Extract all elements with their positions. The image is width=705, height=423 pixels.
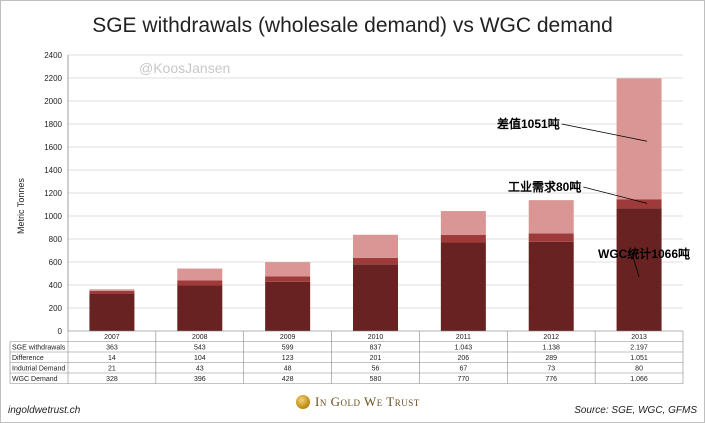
bar-segment [440,234,486,243]
bar-segment [353,264,398,331]
table-cell: 206 [458,355,470,362]
table-cell: 80 [635,366,643,373]
table-cell: 73 [547,366,555,373]
bar-segment [265,262,311,277]
footer-source: Source: SGE, WGC, GFMS [574,405,697,416]
table-cell: 201 [370,355,382,362]
y-tick-label: 2400 [44,51,62,60]
table-cell: 770 [458,376,470,383]
x-tick-label: 2010 [368,334,384,341]
y-tick-label: 1000 [44,212,62,221]
chart-title: SGE withdrawals (wholesale demand) vs WG… [92,14,613,37]
table-cell: 104 [194,355,206,362]
table-row-label: WGC Demand [12,376,58,383]
table-cell: 837 [370,345,382,352]
y-tick-label: 1400 [44,166,62,175]
y-tick-label: 0 [58,327,63,336]
footer-website: ingoldwetrust.ch [8,405,81,416]
table-cell: 1.066 [630,376,648,383]
table-cell: 2.197 [630,345,648,352]
bar-segment [177,285,223,331]
bar-segment [89,289,135,291]
table-cell: 580 [370,376,382,383]
table-cell: 1.138 [542,345,560,352]
bar-segment [616,78,662,200]
annotation-label: WGC统计1066吨 [598,246,690,261]
table-cell: 543 [194,345,206,352]
y-tick-label: 2000 [44,97,62,106]
bar-segment [89,293,135,331]
table-cell: 21 [108,366,116,373]
bar-segment [265,276,311,282]
x-tick-label: 2011 [456,334,471,341]
table-row-label: Difference [12,355,44,362]
table-cell: 67 [459,366,467,373]
annotation-label: 工业需求80吨 [508,179,581,194]
table-cell: 1.043 [455,345,473,352]
y-tick-label: 1800 [44,120,62,129]
annotation-pointer [583,186,648,204]
table-cell: 599 [282,345,294,352]
table-cell: 428 [282,376,294,383]
table-cell: 363 [106,345,118,352]
annotation-pointer [561,123,648,142]
watermark: @KoosJansen [139,60,231,76]
table-cell: 776 [545,376,557,383]
bar-segment [353,257,398,265]
y-tick-label: 800 [49,235,63,244]
table-cell: 1.051 [630,355,648,362]
y-tick-label: 1600 [44,143,62,152]
brand-name: In Gold We Trust [315,394,420,409]
y-tick-label: 2200 [44,74,62,83]
x-tick-label: 2008 [192,334,208,341]
x-tick-label: 2009 [280,334,296,341]
bar-segment [89,290,135,294]
brand-logo: In Gold We Trust [296,394,420,410]
table-cell: 289 [545,355,557,362]
annotation-label: 差值1051吨 [496,116,560,131]
annotation-pointer [631,253,640,278]
y-tick-label: 200 [49,304,63,313]
bar-segment [440,211,486,235]
bar-segment [440,242,486,331]
bar-segment [528,241,574,331]
bar-segment [265,281,311,331]
bar-segment [616,208,662,331]
table-cell: 123 [282,355,294,362]
table-cell: 48 [284,366,292,373]
table-row-label: Indutrial Demand [12,366,65,373]
y-tick-label: 1200 [44,189,62,198]
table-row-label: SGE withdrawals [12,345,66,352]
table-cell: 56 [372,366,380,373]
x-tick-label: 2007 [104,334,120,341]
bar-segment [616,199,662,209]
table-cell: 14 [108,355,116,362]
x-tick-label: 2013 [631,334,647,341]
y-tick-label: 600 [49,258,63,267]
y-tick-label: 400 [49,281,63,290]
gold-coin-icon [296,395,310,409]
bar-segment [528,233,574,242]
table-cell: 396 [194,376,206,383]
bar-segment [177,280,223,286]
bar-segment [528,200,574,234]
bar-segment [177,268,223,281]
x-tick-label: 2012 [543,334,559,341]
table-cell: 43 [196,366,204,373]
bar-segment [353,234,398,258]
table-cell: 328 [106,376,118,383]
